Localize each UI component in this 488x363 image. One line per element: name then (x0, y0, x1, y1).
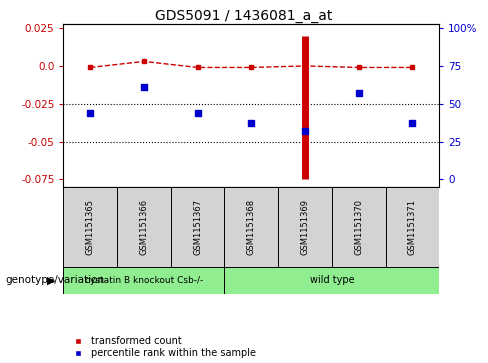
Text: wild type: wild type (309, 276, 354, 285)
Point (355, 90, 363, 96)
Bar (278, 187, 332, 267)
Text: GDS5091 / 1436081_a_at: GDS5091 / 1436081_a_at (155, 9, 333, 23)
Text: GSM1151368: GSM1151368 (247, 199, 256, 255)
Legend: transformed count, percentile rank within the sample: transformed count, percentile rank withi… (68, 336, 256, 358)
Bar (224, 187, 278, 267)
Point (301, 128, 309, 134)
Text: GSM1151367: GSM1151367 (193, 199, 202, 255)
Point (247, 121, 255, 126)
Text: cystatin B knockout Csb-/-: cystatin B knockout Csb-/- (85, 276, 203, 285)
Bar (63, 267, 224, 294)
Text: GSM1151365: GSM1151365 (86, 199, 95, 255)
Bar (63, 187, 117, 267)
Point (140, 84, 148, 90)
Bar (386, 187, 439, 267)
Bar (224, 267, 439, 294)
Bar (332, 187, 386, 267)
Point (408, 121, 416, 126)
Point (86, 110, 94, 116)
Text: GSM1151366: GSM1151366 (140, 199, 148, 255)
Bar (171, 187, 224, 267)
Point (194, 110, 202, 116)
Text: ▶: ▶ (47, 276, 56, 285)
Text: GSM1151370: GSM1151370 (354, 199, 363, 255)
Text: genotype/variation: genotype/variation (5, 276, 104, 285)
Text: GSM1151369: GSM1151369 (301, 199, 309, 255)
Bar (117, 187, 171, 267)
Text: GSM1151371: GSM1151371 (408, 199, 417, 255)
